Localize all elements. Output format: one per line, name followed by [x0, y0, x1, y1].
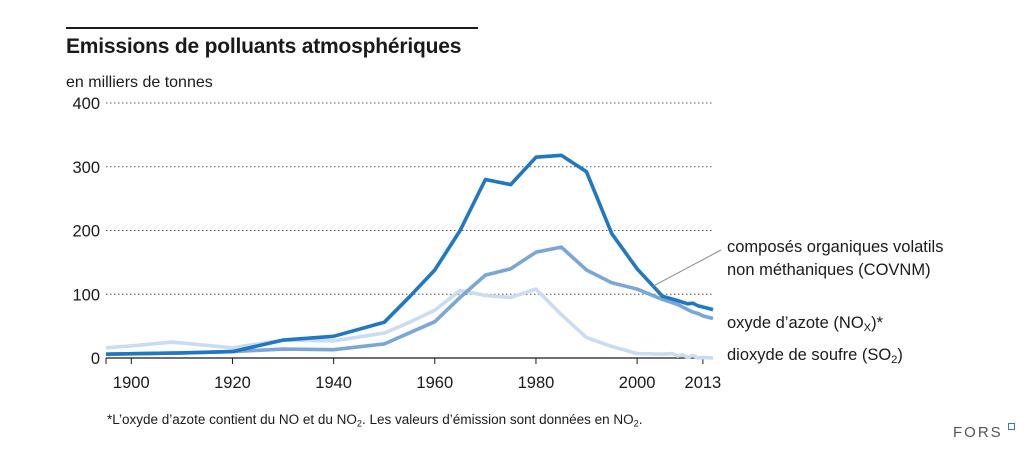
x-tick-label-1900: 1900: [113, 374, 150, 392]
so2-line: [105, 287, 714, 360]
legend-nox-sub: X: [863, 321, 872, 334]
legend-nox-text: oxyde d’azote (NO: [727, 314, 864, 332]
x-tick-label-1920: 1920: [214, 374, 251, 392]
y-axis-unit: en milliers de tonnes: [66, 74, 213, 91]
legend-so2: dioxyde de soufre (SO2): [727, 344, 903, 367]
legend-covnm-line-2: non méthaniques (COVNM): [727, 261, 931, 279]
x-tick-label-2013: 2013: [685, 374, 722, 392]
gridlines: [105, 102, 713, 364]
covnm-leader-line: [652, 249, 722, 288]
legend-covnm: composés organiques volatils non méthani…: [727, 236, 943, 282]
y-tick-label-100: 100: [72, 286, 100, 304]
legend-nox: oxyde d’azote (NOX)*: [727, 312, 883, 335]
legend-so2-text: dioxyde de soufre (SO: [727, 346, 892, 364]
x-tick-label-1960: 1960: [416, 374, 453, 392]
x-tick-label-1940: 1940: [315, 374, 352, 392]
x-tick-label-2000: 2000: [619, 374, 656, 392]
legend-covnm-line-1: composés organiques volatils: [727, 238, 944, 256]
x-tick-labels: 1900 1920 1940 1960 1980 2000 2013: [113, 374, 721, 392]
footnote-text-2: . Les valeurs d’émission sont données en…: [362, 412, 634, 427]
footnote: *L’oxyde d’azote contient du NO et du NO…: [107, 412, 643, 429]
footnote-sub-1: 2: [356, 418, 363, 429]
title-rule: [66, 27, 478, 29]
y-tick-label-300: 300: [72, 159, 100, 177]
x-tick-label-1980: 1980: [518, 374, 555, 392]
series-lines: [105, 153, 714, 360]
footnote-sub-2: 2: [633, 418, 639, 429]
legend-nox-suffix: )*: [871, 314, 884, 332]
nox-line: [105, 245, 714, 356]
legend-so2-suffix: ): [897, 346, 903, 364]
chart-title: Emissions de polluants atmosphériques: [66, 35, 462, 58]
y-tick-label-0: 0: [91, 350, 100, 368]
fors-logo-mark: [1008, 423, 1015, 430]
fors-logo: FORS: [953, 424, 1003, 441]
covnm-line: [105, 153, 714, 356]
legend-so2-sub: 2: [891, 353, 898, 366]
y-tick-label-200: 200: [72, 223, 100, 241]
footnote-text-3: .: [638, 412, 643, 427]
y-tick-label-400: 400: [72, 95, 100, 113]
y-tick-labels: 0 100 200 300 400: [72, 95, 100, 368]
footnote-text-1: *L’oxyde d’azote contient du NO et du NO: [107, 412, 357, 427]
